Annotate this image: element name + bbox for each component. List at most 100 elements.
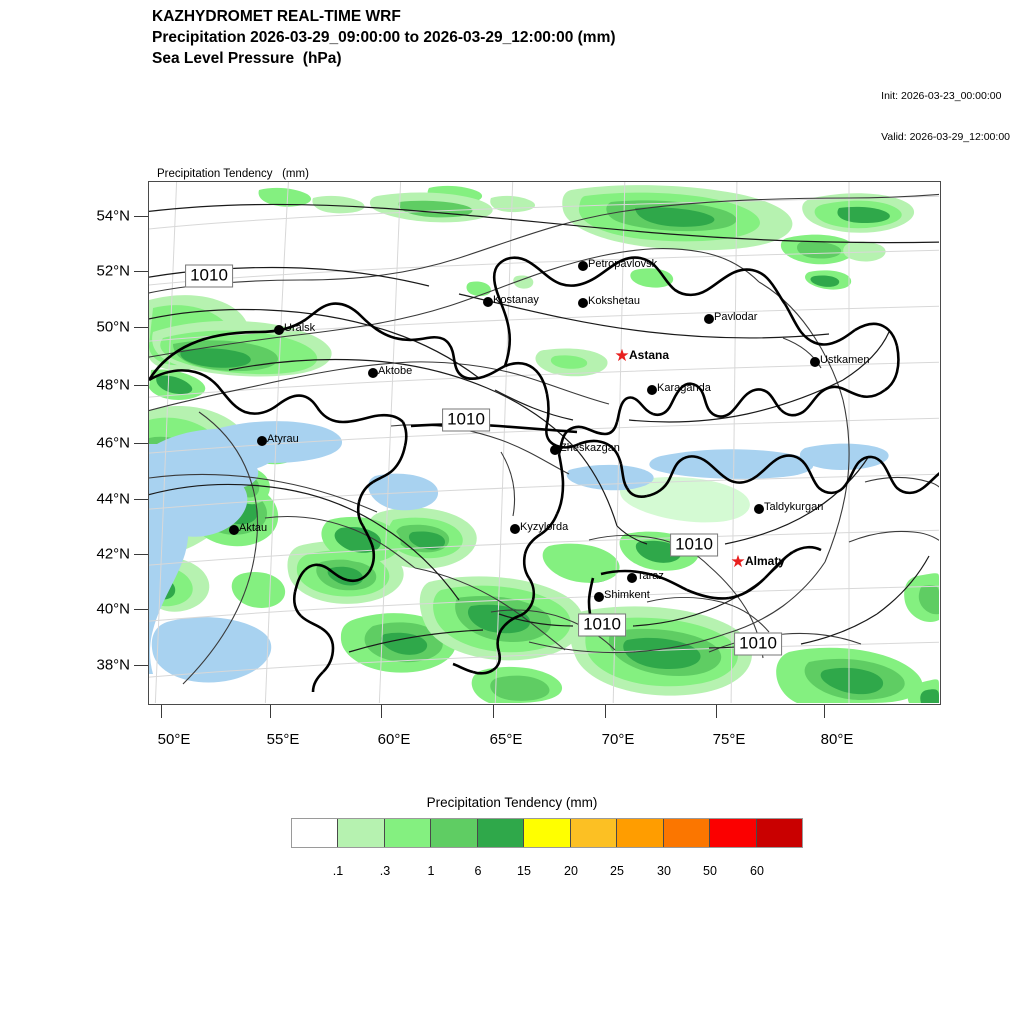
lat-tick [134, 443, 148, 444]
colorbar-segment [384, 819, 432, 847]
colorbar-tick-label: 15 [517, 864, 531, 878]
city-dot-icon [647, 385, 657, 395]
city-dot-icon [229, 525, 239, 535]
lat-tick [134, 385, 148, 386]
lat-axis-label: 50°N [96, 318, 130, 336]
city-dot-icon [578, 261, 588, 271]
city-label: Ustkamen [820, 354, 870, 366]
city-dot-icon [483, 297, 493, 307]
page-header: KAZHYDROMET REAL-TIME WRF Precipitation … [152, 6, 616, 69]
lon-tick [824, 705, 825, 718]
title-line-2: Precipitation 2026-03-29_09:00:00 to 202… [152, 29, 616, 46]
lat-tick [134, 499, 148, 500]
contour-label: 1010 [185, 264, 233, 288]
colorbar-segment [570, 819, 618, 847]
lon-tick [161, 705, 162, 718]
colorbar-segment [431, 819, 478, 847]
colorbar-segment [710, 819, 757, 847]
lat-axis-label: 48°N [96, 376, 130, 394]
lat-axis-label: 40°N [96, 600, 130, 618]
run-metadata: Init: 2026-03-23_00:00:00 Valid: 2026-03… [881, 63, 1010, 158]
city-label: Zheskazgan [560, 442, 620, 454]
map-frame: 1010 1010 1010 1010 1010 Uralsk Kostanay… [148, 181, 941, 705]
lat-axis-label: 42°N [96, 545, 130, 563]
city-dot-icon [274, 325, 284, 335]
lon-axis-label: 80°E [820, 731, 854, 748]
contour-label: 1010 [442, 408, 490, 432]
star-icon: ★ [614, 346, 630, 365]
lon-tick [605, 705, 606, 718]
colorbar-tick-label: 30 [657, 864, 671, 878]
lat-tick [134, 554, 148, 555]
city-label: Taraz [637, 570, 664, 582]
colorbar-segment [663, 819, 711, 847]
colorbar-tick-label: .1 [332, 864, 344, 878]
contour-label: 1010 [578, 613, 626, 637]
city-dot-icon [550, 445, 560, 455]
city-label: Kostanay [493, 294, 539, 306]
lat-axis-label: 46°N [96, 434, 130, 452]
capital-label: Almaty [745, 554, 786, 568]
colorbar-tick-label: 60 [750, 864, 764, 878]
contour-label: 1010 [670, 533, 718, 557]
init-time: Init: 2026-03-23_00:00:00 [881, 90, 1002, 102]
city-dot-icon [704, 314, 714, 324]
colorbar-tick-label: 1 [427, 864, 435, 878]
city-label: Aktobe [378, 365, 413, 377]
lon-tick [493, 705, 494, 718]
colorbar-tick-label: 50 [703, 864, 717, 878]
city-dot-icon [810, 357, 820, 367]
lon-axis-label: 55°E [266, 731, 300, 748]
colorbar-segment [477, 819, 525, 847]
city-label: Kokshetau [588, 295, 640, 307]
city-dot-icon [578, 298, 588, 308]
lat-tick [134, 216, 148, 217]
lon-tick [270, 705, 271, 718]
city-dot-icon [594, 592, 604, 602]
lat-axis-label: 38°N [96, 656, 130, 674]
title-line-3: Sea Level Pressure (hPa) [152, 50, 342, 67]
lat-tick [134, 271, 148, 272]
title-line-1: KAZHYDROMET REAL-TIME WRF [152, 8, 401, 25]
lon-axis-label: 60°E [377, 731, 411, 748]
city-label: Taldykurgan [764, 501, 824, 513]
subtitle-line-1: Precipitation Tendency (mm) [157, 168, 309, 180]
city-label: Aktau [239, 522, 268, 534]
colorbar-tick-label: 6 [474, 864, 482, 878]
colorbar-segment [756, 819, 802, 847]
city-dot-icon [510, 524, 520, 534]
lon-tick [381, 705, 382, 718]
map-container[interactable]: 1010 1010 1010 1010 1010 Uralsk Kostanay… [134, 181, 941, 718]
colorbar-segments [291, 818, 803, 848]
colorbar-tick-label: 25 [610, 864, 624, 878]
city-label: Atyrau [267, 433, 299, 445]
lat-tick [134, 609, 148, 610]
colorbar-segment [524, 819, 571, 847]
colorbar-title: Precipitation Tendency (mm) [426, 795, 598, 810]
map-graphic [149, 182, 939, 703]
lat-tick [134, 665, 148, 666]
colorbar[interactable] [291, 818, 803, 848]
city-dot-icon [368, 368, 378, 378]
valid-time: Valid: 2026-03-29_12:00:00 [881, 130, 1010, 143]
colorbar-tick-label: 20 [564, 864, 578, 878]
colorbar-tick-label: .3 [379, 864, 391, 878]
lat-axis-label: 52°N [96, 262, 130, 280]
colorbar-segment [338, 819, 385, 847]
lat-tick [134, 327, 148, 328]
city-label: Petropavlovsk [588, 258, 658, 270]
star-icon: ★ [730, 552, 746, 571]
city-dot-icon [754, 504, 764, 514]
capital-label: Astana [629, 348, 670, 362]
lon-axis-label: 75°E [712, 731, 746, 748]
city-label: Karaganda [657, 382, 711, 394]
lon-axis-label: 50°E [157, 731, 191, 748]
lon-tick [716, 705, 717, 718]
city-label: Shimkent [604, 589, 650, 601]
city-label: Pavlodar [714, 311, 758, 323]
city-label: Kyzylorda [520, 521, 569, 533]
city-label: Uralsk [284, 322, 316, 334]
lat-axis-label: 54°N [96, 207, 130, 225]
lon-axis-label: 70°E [601, 731, 635, 748]
lat-axis-label: 44°N [96, 490, 130, 508]
